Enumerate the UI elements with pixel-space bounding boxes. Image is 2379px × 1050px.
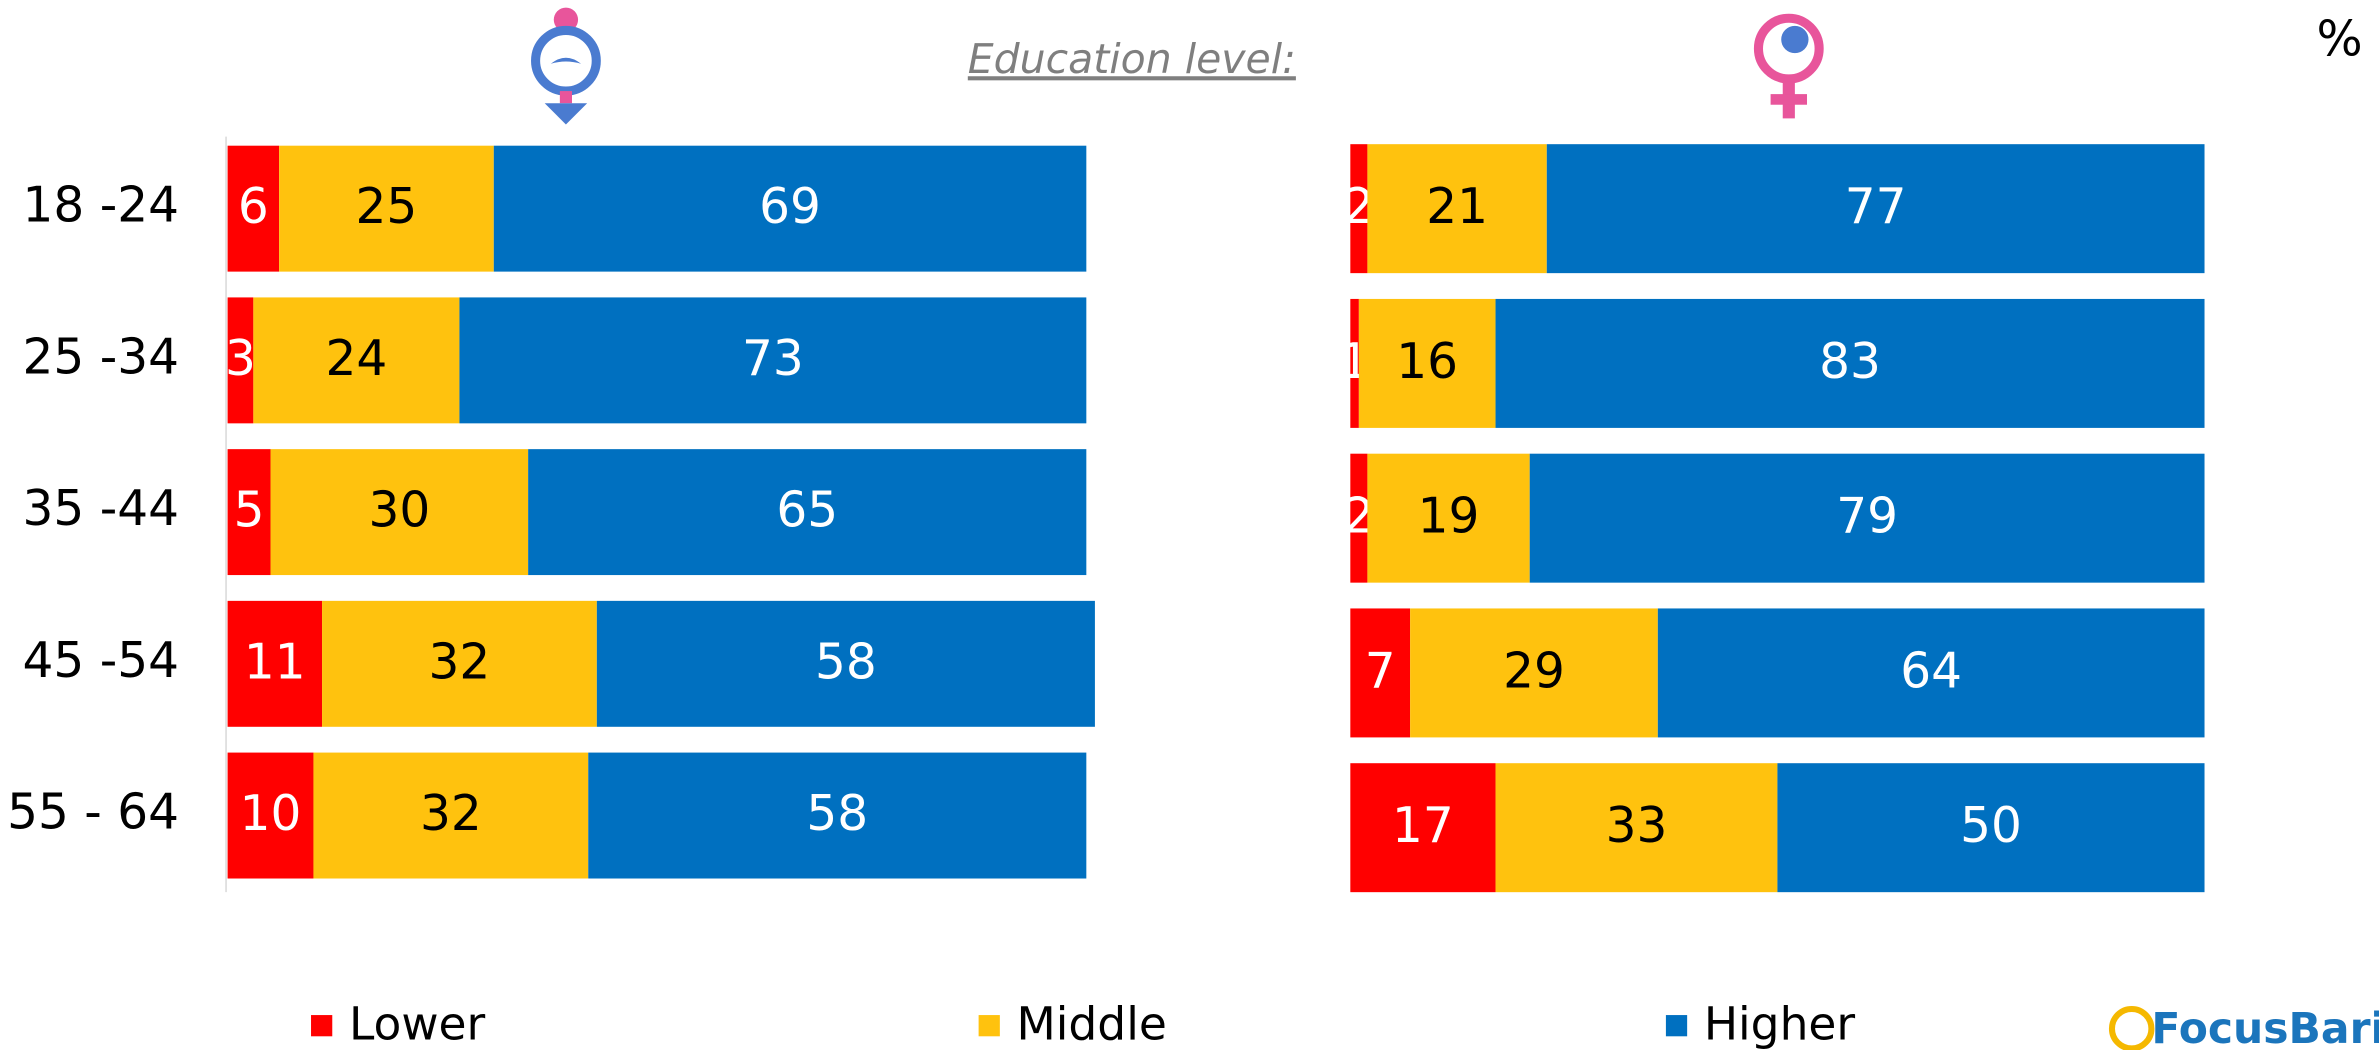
bar-segment bbox=[313, 752, 589, 879]
data-label: 7 bbox=[1365, 643, 1396, 699]
logo: FocusBari bbox=[2108, 1005, 2379, 1050]
bar-segment bbox=[1358, 298, 1496, 428]
data-label: 58 bbox=[806, 786, 868, 842]
title: Education level: bbox=[968, 35, 1296, 83]
bar-segment bbox=[253, 297, 460, 424]
data-label: 11 bbox=[244, 634, 306, 690]
bar-segment bbox=[1350, 298, 1359, 428]
data-label: 25 bbox=[356, 179, 418, 235]
logo-text: FocusBari bbox=[2151, 1005, 2379, 1050]
bar-segment bbox=[493, 145, 1087, 272]
bar-segment bbox=[227, 449, 271, 576]
data-label: 65 bbox=[776, 483, 838, 539]
legend-label: Middle bbox=[1017, 998, 1167, 1050]
data-label: 3 bbox=[225, 331, 256, 387]
bar-segment bbox=[279, 145, 494, 272]
bar-segment bbox=[459, 297, 1087, 424]
bar-segment bbox=[1410, 608, 1658, 738]
legend-swatch bbox=[1665, 1015, 1688, 1037]
data-label: 6 bbox=[238, 179, 269, 235]
bar-segment bbox=[528, 449, 1087, 576]
bar-segment bbox=[1777, 763, 2205, 893]
legend-swatch bbox=[311, 1015, 333, 1037]
data-label: 83 bbox=[1819, 334, 1881, 390]
data-label: 73 bbox=[742, 331, 804, 387]
category-label: 35 -44 bbox=[23, 481, 180, 537]
bar-segment bbox=[1350, 608, 1411, 738]
data-label: 32 bbox=[420, 786, 482, 842]
legend-label: Lower bbox=[349, 998, 486, 1050]
data-label: 16 bbox=[1396, 334, 1458, 390]
female-icon bbox=[1753, 13, 1824, 119]
bar-segment bbox=[227, 600, 323, 727]
bar-segment bbox=[227, 297, 254, 424]
bar-segment bbox=[1657, 608, 2205, 738]
category-label: 55 - 64 bbox=[7, 785, 179, 841]
data-label: 30 bbox=[368, 483, 430, 539]
data-label: 33 bbox=[1606, 798, 1668, 854]
data-label: 29 bbox=[1503, 643, 1565, 699]
category-label: 25 -34 bbox=[23, 329, 180, 385]
data-label: 17 bbox=[1392, 798, 1454, 854]
bar-segment bbox=[1367, 453, 1530, 583]
category-label: 18 -24 bbox=[23, 178, 180, 234]
data-label: 79 bbox=[1836, 489, 1898, 545]
data-label: 69 bbox=[759, 179, 821, 235]
bar-segment bbox=[322, 600, 597, 727]
bar-segment bbox=[1350, 144, 1368, 274]
legend-swatch bbox=[978, 1015, 1000, 1037]
bar-segment bbox=[227, 145, 280, 272]
unit: % bbox=[2316, 12, 2362, 68]
data-label: 24 bbox=[326, 331, 388, 387]
legend-label: Higher bbox=[1704, 998, 1856, 1050]
data-label: 5 bbox=[234, 483, 265, 539]
data-label: 32 bbox=[429, 634, 491, 690]
data-label: 21 bbox=[1426, 179, 1488, 235]
data-label: 19 bbox=[1418, 489, 1480, 545]
data-label: 77 bbox=[1845, 179, 1907, 235]
bar-segment bbox=[1350, 763, 1496, 893]
bar-segment bbox=[1546, 144, 2205, 274]
male-icon bbox=[531, 7, 601, 125]
bar-segment bbox=[1495, 763, 1778, 893]
bar-segment bbox=[1495, 298, 2205, 428]
data-label: 58 bbox=[815, 634, 877, 690]
bar-segment bbox=[270, 449, 529, 576]
bar-segment bbox=[596, 600, 1095, 727]
category-label: 45 -54 bbox=[23, 633, 180, 689]
data-label: 50 bbox=[1960, 798, 2022, 854]
bar-segment bbox=[1529, 453, 2205, 583]
data-label: 64 bbox=[1900, 643, 1962, 699]
data-label: 10 bbox=[240, 786, 302, 842]
bar-segment bbox=[588, 752, 1087, 879]
bar-segment bbox=[1367, 144, 1547, 274]
bar-segment bbox=[227, 752, 314, 879]
bar-segment bbox=[1350, 453, 1368, 583]
